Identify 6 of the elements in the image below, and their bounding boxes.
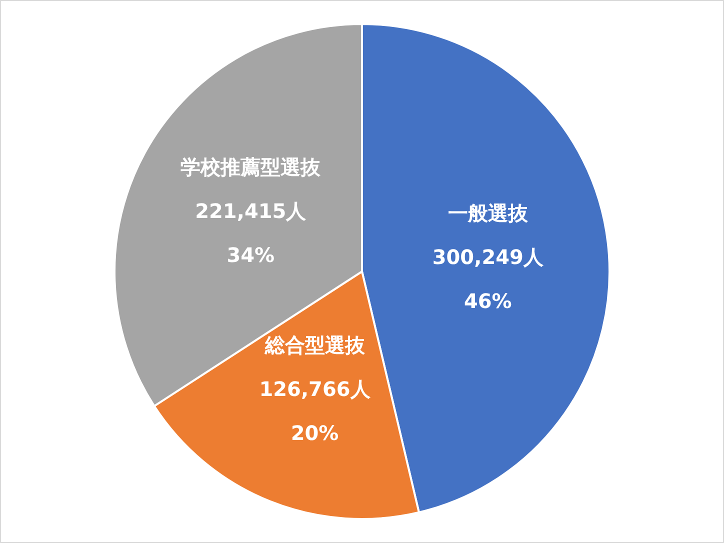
data-label: 221,415人 34%	[195, 198, 308, 267]
slice-label: 総合型選抜	[264, 333, 366, 358]
data-label: 126,766人 20%	[259, 377, 372, 446]
slice-label: 一般選抜	[448, 200, 529, 225]
data-label: 300,249人 46%	[432, 244, 544, 313]
slice-label: 学校推薦型選抜	[180, 154, 322, 179]
